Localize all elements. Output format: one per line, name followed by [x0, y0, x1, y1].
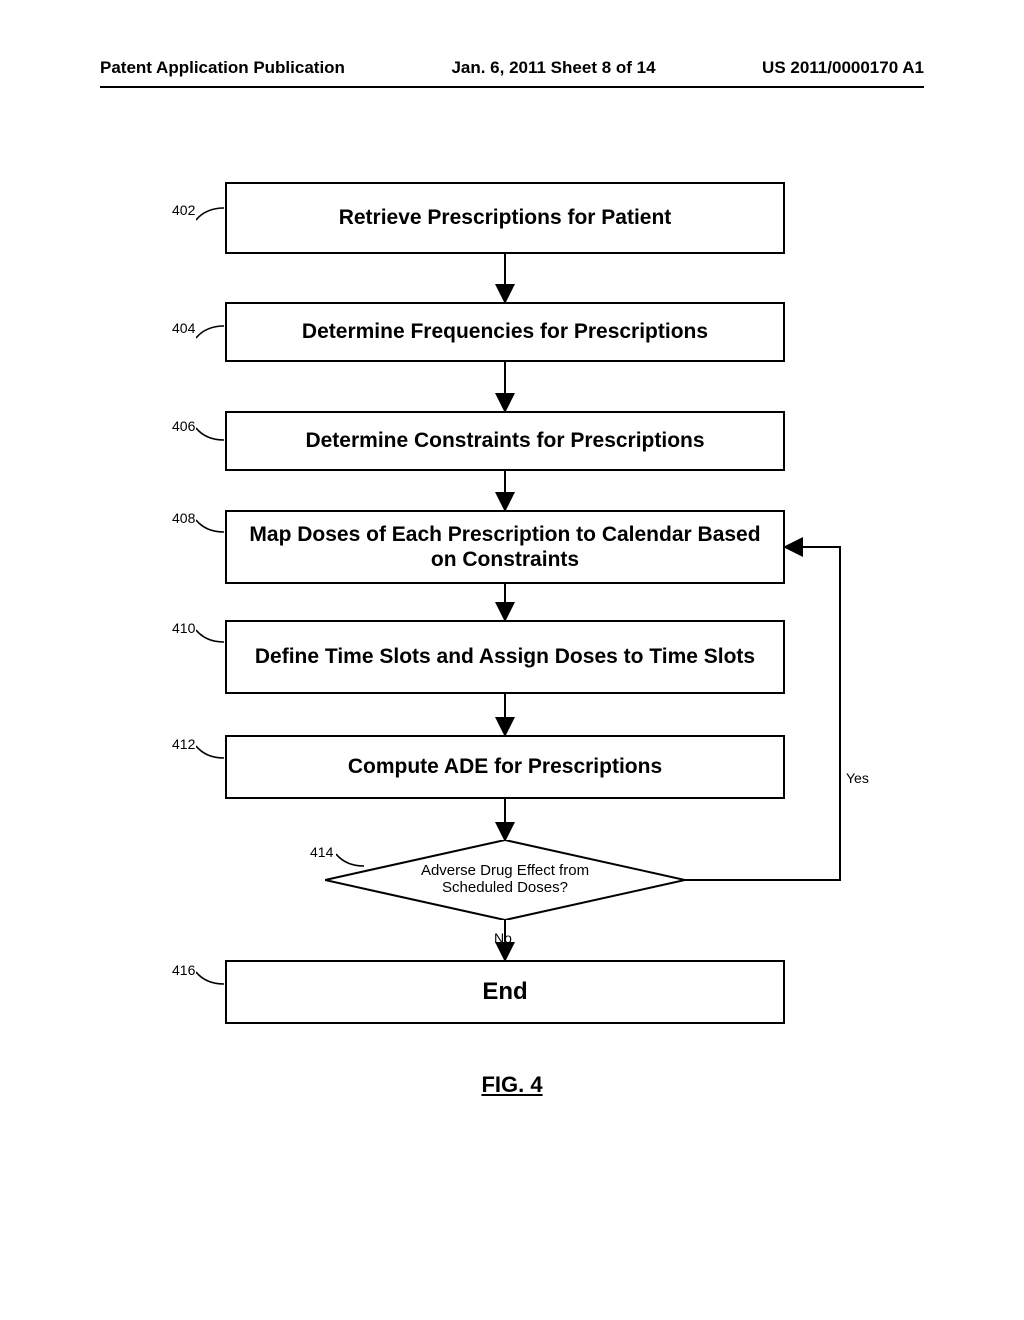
header-center: Jan. 6, 2011 Sheet 8 of 14	[451, 58, 655, 78]
flow-arrows	[0, 170, 1024, 1070]
header-rule	[100, 86, 924, 88]
edge-label-no: No	[494, 930, 512, 946]
figure-label: FIG. 4	[0, 1072, 1024, 1098]
flowchart: Retrieve Prescriptions for Patient Deter…	[0, 170, 1024, 1070]
page-header: Patent Application Publication Jan. 6, 2…	[100, 58, 924, 78]
edge-label-yes: Yes	[846, 770, 869, 786]
flow-diamond-label: Adverse Drug Effect from Scheduled Doses…	[385, 862, 625, 897]
header-left: Patent Application Publication	[100, 58, 345, 78]
header-right: US 2011/0000170 A1	[762, 58, 924, 78]
